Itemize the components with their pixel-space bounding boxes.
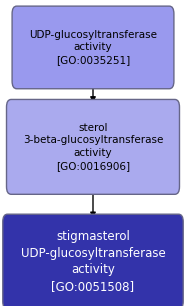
- Text: stigmasterol
UDP-glucosyltransferase
activity
[GO:0051508]: stigmasterol UDP-glucosyltransferase act…: [21, 230, 165, 293]
- FancyBboxPatch shape: [12, 6, 174, 89]
- Text: sterol
3-beta-glucosyltransferase
activity
[GO:0016906]: sterol 3-beta-glucosyltransferase activi…: [23, 123, 163, 171]
- Text: UDP-glucosyltransferase
activity
[GO:0035251]: UDP-glucosyltransferase activity [GO:003…: [29, 30, 157, 65]
- FancyBboxPatch shape: [3, 214, 183, 306]
- FancyBboxPatch shape: [7, 99, 179, 194]
